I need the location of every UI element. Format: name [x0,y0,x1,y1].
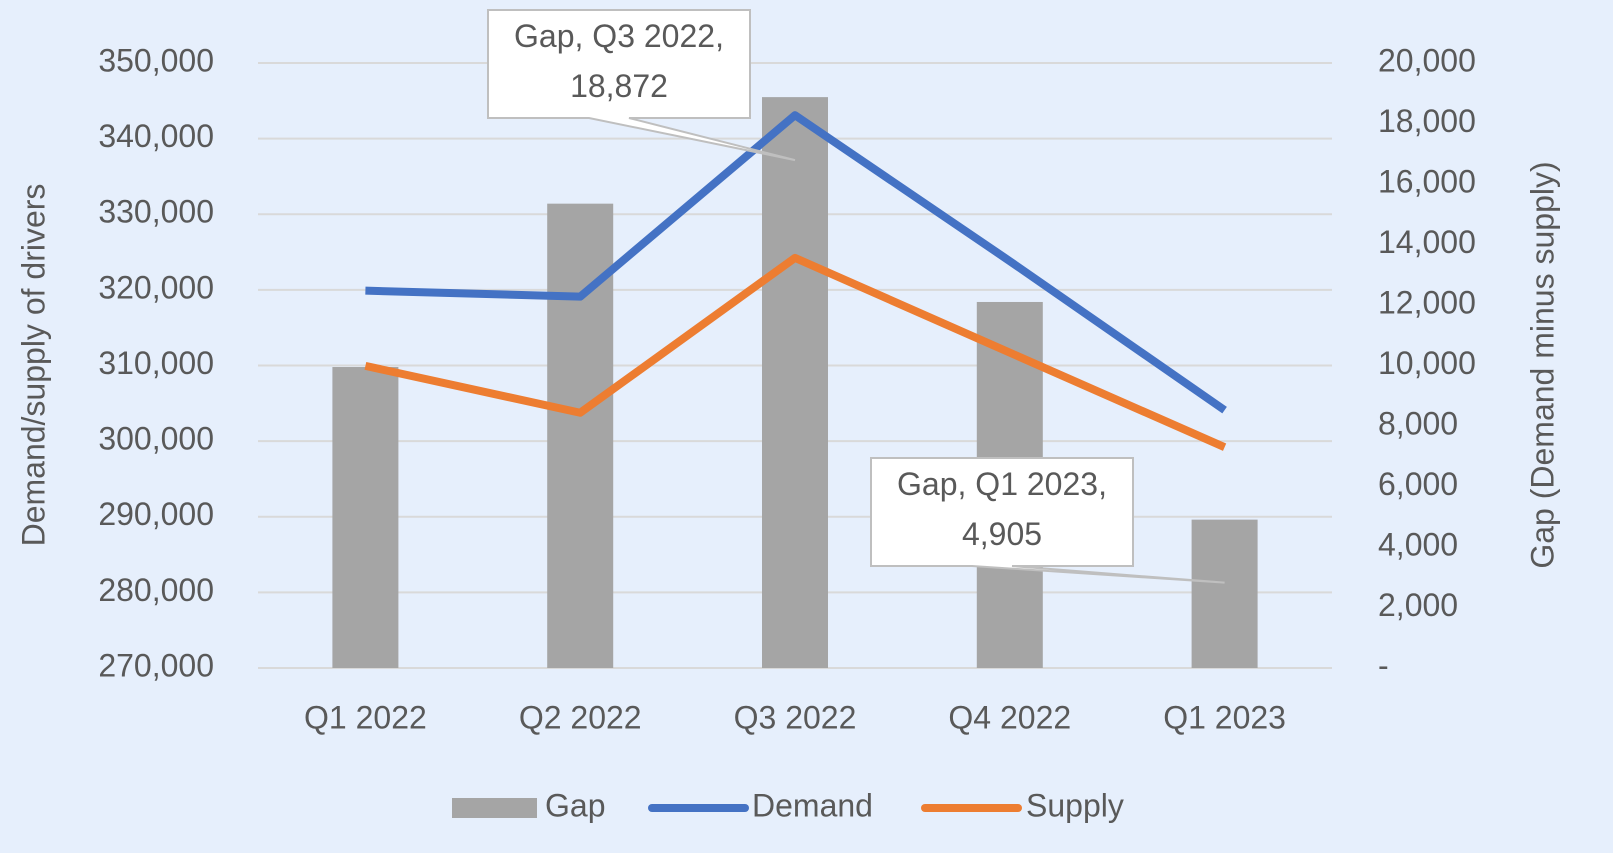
x-tick-label: Q2 2022 [519,699,642,735]
y-tick-label: 300,000 [98,421,214,457]
y-tick-label: 280,000 [98,572,214,608]
data-label: Gap, Q1 2023, 4,905 [897,466,1107,552]
x-tick-label: Q1 2023 [1163,699,1286,735]
line [364,253,1227,451]
y-tick-label: 350,000 [98,42,214,78]
x-tick-label: Q1 2022 [304,699,427,735]
callout-box [870,457,1225,584]
y-tick-label: 290,000 [98,496,214,532]
y2-axis-title: Gap (Demand minus supply) [1524,161,1560,568]
y2-tick-label: 2,000 [1378,587,1458,623]
bar [762,97,828,668]
bar [332,367,399,668]
legend-label: Supply [1026,787,1124,823]
y-tick-label: 310,000 [98,345,214,381]
y-tick-label: 340,000 [98,118,214,154]
y2-tick-label: 4,000 [1378,526,1458,562]
data-label: Gap, Q3 2022, 18,872 [514,18,724,104]
legend-label: Gap [545,787,605,823]
y2-tick-label: 12,000 [1378,284,1476,320]
y2-tick-label: 10,000 [1378,345,1476,381]
legend-label: Demand [752,787,873,823]
bar [1191,519,1258,668]
y-axis-title: Demand/supply of drivers [15,184,51,547]
y2-tick-label: - [1378,647,1389,683]
legend-swatch [452,798,537,818]
line [365,111,1227,414]
callout: Gap, Q3 2022, 18,872 [487,9,796,162]
y2-tick-label: 20,000 [1378,42,1476,78]
y-tick-label: 320,000 [98,269,214,305]
x-tick-label: Q3 2022 [734,699,857,735]
x-tick-label: Q4 2022 [948,699,1071,735]
callout: Gap, Q1 2023, 4,905 [870,457,1225,584]
y2-tick-label: 16,000 [1378,163,1476,199]
y2-tick-label: 6,000 [1378,466,1458,502]
y-tick-label: 270,000 [98,647,214,683]
y2-tick-label: 14,000 [1378,224,1476,260]
y2-tick-label: 8,000 [1378,405,1458,441]
y-tick-label: 330,000 [98,194,214,230]
y2-tick-label: 18,000 [1378,103,1476,139]
callout-box [487,9,796,162]
